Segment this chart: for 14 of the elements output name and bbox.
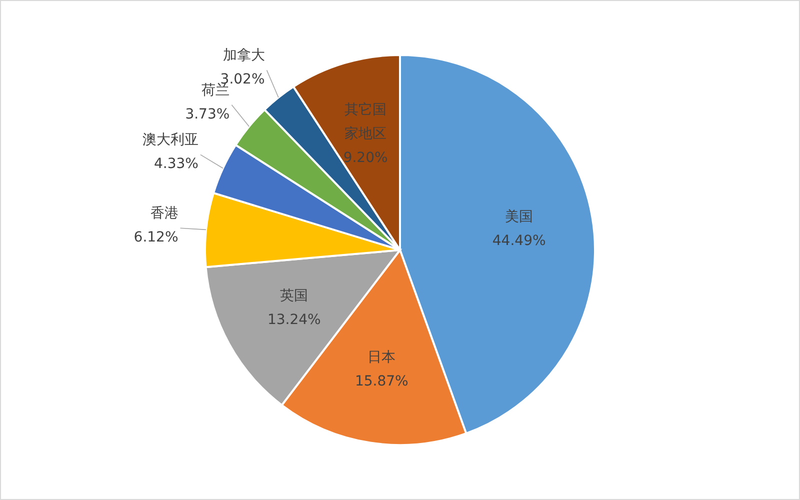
data-label: 3.73%	[185, 106, 230, 122]
data-label: 4.33%	[154, 156, 198, 172]
data-label: 9.20%	[343, 150, 388, 166]
data-label: 15.87%	[354, 373, 408, 390]
slice-label: 英国	[280, 288, 308, 304]
data-label: 44.49%	[492, 233, 546, 250]
slice-label: 澳大利亚	[142, 132, 198, 148]
slice-label: 美国	[505, 209, 534, 226]
slice-label: 其它国家地区	[344, 102, 387, 142]
slice-label: 香港	[150, 206, 178, 222]
slice-label: 加拿大	[222, 48, 265, 64]
data-label: 6.12%	[134, 230, 178, 246]
data-label: 13.24%	[267, 312, 321, 328]
slice-label: 日本	[368, 349, 396, 366]
